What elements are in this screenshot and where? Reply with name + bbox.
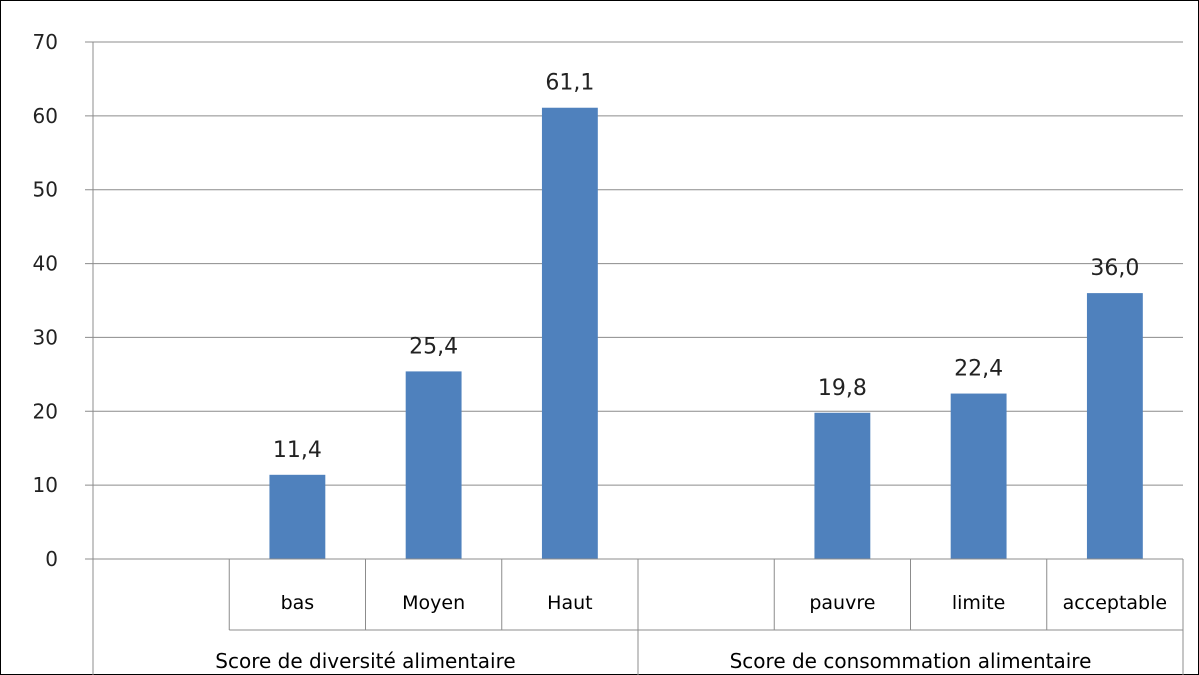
- x-axis: bas Moyen Haut Score de diversité alimentai…: [85, 558, 1184, 675]
- data-label: 36,0: [1090, 256, 1139, 281]
- category-label: Haut: [547, 592, 592, 614]
- y-tick-label: 70: [33, 30, 58, 54]
- category-label: bas: [281, 592, 315, 614]
- y-tick-label: 0: [45, 547, 58, 571]
- data-label: 25,4: [409, 334, 458, 359]
- y-tick-label: 10: [33, 473, 58, 497]
- data-labels: 11,4 25,4 61,1 19,8 22,4 36,0: [273, 71, 1139, 463]
- data-label: 61,1: [545, 71, 594, 96]
- gridlines: [85, 41, 1183, 560]
- y-tick-label: 30: [33, 325, 58, 349]
- group-label: Score de diversité alimentaire: [215, 649, 515, 673]
- bar: [405, 371, 462, 559]
- group-label: Score de consommation alimentaire: [730, 649, 1092, 673]
- category-label: pauvre: [809, 592, 875, 614]
- bar: [814, 412, 871, 559]
- y-tick-label: 50: [33, 178, 58, 202]
- y-axis-ticks: 0 10 20 30 40 50 60 70: [33, 30, 58, 571]
- y-tick-label: 60: [33, 104, 58, 128]
- bars: [269, 107, 1143, 560]
- y-tick-label: 40: [33, 252, 58, 276]
- category-label: Moyen: [402, 592, 465, 614]
- bar: [950, 393, 1007, 559]
- data-label: 22,4: [954, 357, 1003, 382]
- y-tick-label: 20: [33, 399, 58, 423]
- category-label: limite: [952, 592, 1005, 614]
- bar: [269, 474, 326, 559]
- bar: [541, 107, 598, 560]
- data-label: 11,4: [273, 438, 322, 463]
- bar: [1086, 293, 1143, 559]
- category-label: acceptable: [1063, 592, 1167, 614]
- data-label: 19,8: [818, 376, 867, 401]
